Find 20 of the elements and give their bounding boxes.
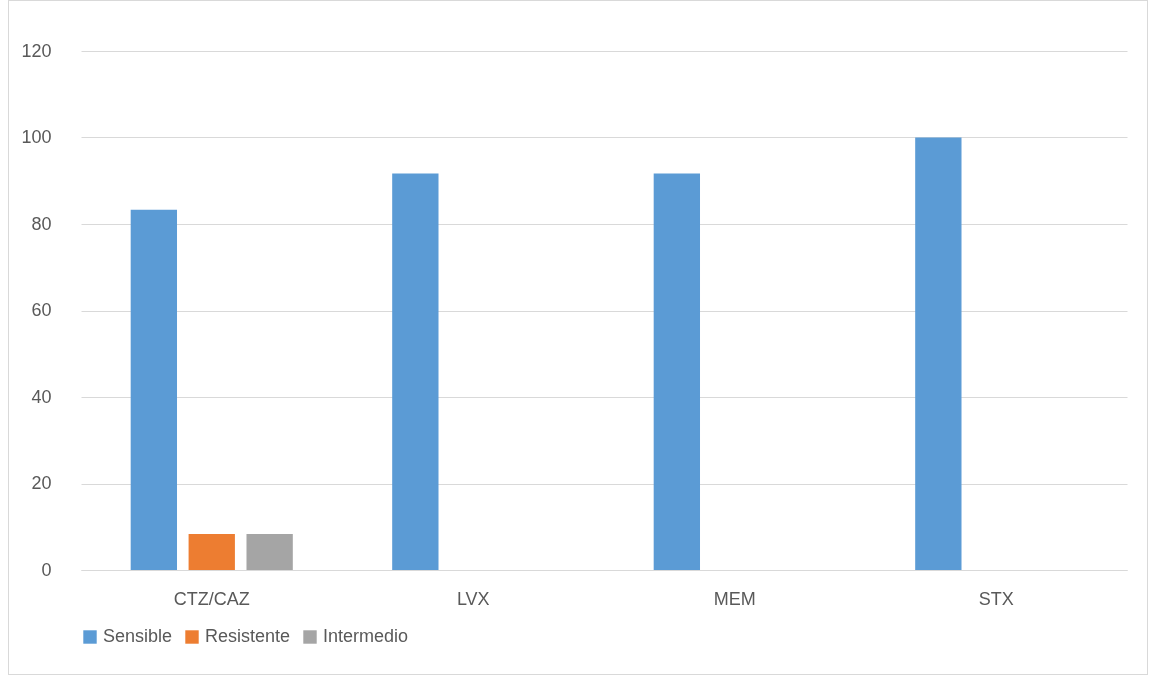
y-tick-label: 20 (31, 473, 52, 493)
y-tick-label: 40 (31, 386, 52, 407)
bar (130, 209, 178, 570)
x-tick-label: MEM (713, 588, 756, 609)
legend-label: Resistente (205, 626, 291, 646)
y-tick-label: 60 (31, 300, 52, 320)
bar (915, 137, 962, 570)
y-tick-label: 0 (41, 559, 52, 580)
x-tick-label: CTZ/CAZ (173, 588, 250, 609)
x-tick-label: STX (978, 588, 1014, 609)
bar (188, 534, 235, 570)
y-tick-label: 80 (31, 213, 52, 234)
bar (392, 173, 439, 570)
bar (246, 534, 293, 570)
legend-label: Sensible (103, 626, 173, 646)
x-tick-label: LVX (456, 588, 490, 609)
legend-label: Intermedio (323, 626, 409, 646)
bar (653, 173, 701, 570)
y-tick-label: 120 (21, 40, 52, 61)
y-tick-label: 100 (21, 127, 52, 147)
